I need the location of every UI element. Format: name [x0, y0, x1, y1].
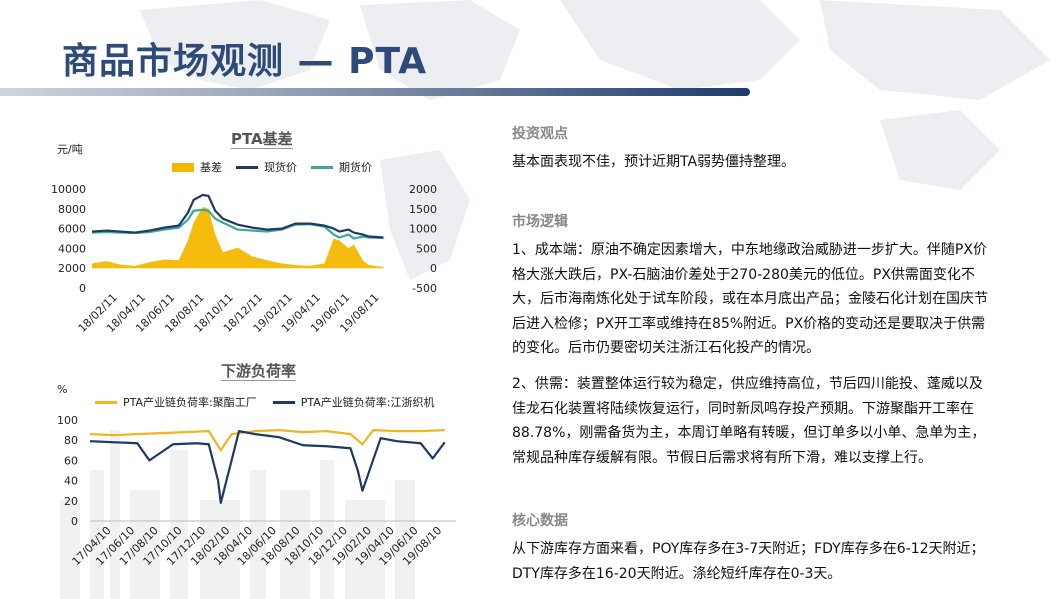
legend-swatch-polyester — [95, 400, 117, 404]
chart1-ytick-left: 6000 — [58, 223, 86, 236]
chart1-ytick-left: 4000 — [58, 242, 86, 255]
downstream-load-chart: 10080604020017/04/1017/06/1017/08/1017/1… — [57, 414, 456, 568]
chart2-ytick: 80 — [64, 434, 78, 447]
chart1-ytick-right: -500 — [412, 282, 437, 295]
chart2-ytick: 40 — [64, 475, 78, 488]
basis-bars — [92, 206, 384, 269]
chart1-ytick-right: 2000 — [409, 183, 437, 196]
legend-swatch-spot — [236, 165, 258, 169]
view-text: 基本面表现不佳，预计近期TA弱势僵持整理。 — [512, 154, 796, 170]
chart2-ytick: 60 — [64, 454, 78, 467]
legend-label-polyester: PTA产业链负荷率:聚酯工厂 — [123, 396, 257, 409]
legend-swatch-basis — [172, 162, 194, 172]
chart2-y-unit: % — [57, 383, 68, 396]
legend-label-jiangzhe: PTA产业链负荷率:江浙织机 — [300, 396, 435, 409]
core-text: 从下游库存方面来看，POY库存多在3-7天附近；FDY库存多在6-12天附近；D… — [512, 541, 985, 582]
legend-label-futures: 期货价 — [339, 161, 372, 174]
jiangzhe-loom-load-line — [89, 430, 446, 504]
section-title-logic: 市场逻辑 — [512, 214, 568, 230]
spot-price-line — [91, 193, 384, 239]
legend-label-basis: 基差 — [200, 161, 222, 174]
chart1-ytick-right: 0 — [430, 262, 437, 275]
chart2-ytick: 20 — [64, 495, 78, 508]
pta-basis-chart: 10000 8000 6000 4000 2000 0 2000 1500 1000 500 0 -5… — [51, 183, 437, 335]
chart2-legend: PTA产业链负荷率:聚酯工厂 PTA产业链负荷率:江浙织机 — [95, 394, 434, 410]
chart1-ytick-left: 8000 — [58, 203, 86, 216]
chart2-ytick: 100 — [57, 414, 78, 427]
chart1-title: PTA基差 — [231, 130, 293, 149]
chart1-y-unit: 元/吨 — [57, 143, 83, 156]
chart1-legend: 基差 现货价 期货价 — [172, 159, 372, 175]
chart1-ytick-left: 10000 — [51, 183, 86, 196]
chart2-title: 下游负荷率 — [221, 362, 297, 381]
city-skyline-silhouette — [60, 430, 415, 599]
legend-swatch-futures — [311, 165, 333, 169]
chart1-ytick-right: 500 — [416, 242, 437, 255]
legend-label-spot: 现货价 — [264, 161, 297, 174]
polyester-load-line — [89, 429, 445, 452]
section-title-view: 投资观点 — [512, 126, 568, 142]
page-title: 商品市场观测 — PTA — [62, 41, 428, 82]
section-title-core: 核心数据 — [512, 513, 568, 529]
legend-swatch-jiangzhe — [272, 400, 295, 404]
chart1-ytick-left: 2000 — [58, 262, 86, 275]
logic-paragraph-1: 1、成本端：原油不确定因素增大，中东地缘政治威胁进一步扩大。伴随PX价格大涨大跌… — [512, 242, 988, 356]
title-underline-bar — [0, 88, 750, 96]
chart1-ytick-right: 1500 — [409, 203, 437, 216]
chart1-ytick-right: 1000 — [409, 223, 437, 236]
futures-price-line — [91, 208, 384, 240]
logic-paragraph-2: 2、供需：装置整体运行较为稳定，供应维持高位，节后四川能投、蓬威以及佳龙石化装置… — [512, 376, 986, 466]
chart2-ytick: 0 — [71, 515, 78, 528]
chart1-ytick-left: 0 — [79, 282, 86, 295]
